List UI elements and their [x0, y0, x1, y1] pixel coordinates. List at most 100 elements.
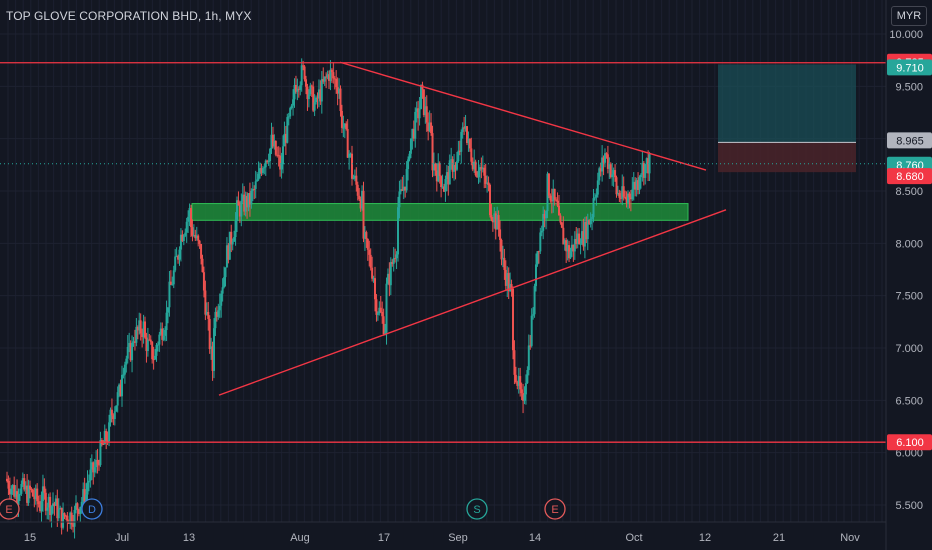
- x-tick-label: 21: [773, 532, 785, 544]
- candle-body: [499, 229, 502, 240]
- candle-body: [80, 501, 83, 507]
- candle-body: [223, 277, 226, 288]
- candle-body: [427, 122, 430, 132]
- candle-body: [464, 126, 467, 129]
- candle-body: [530, 315, 533, 346]
- candle-body: [149, 339, 152, 342]
- candle-body: [63, 513, 66, 516]
- candle-body: [60, 507, 63, 528]
- candle-body: [605, 153, 608, 155]
- candle-body: [540, 230, 543, 233]
- candle-body: [77, 509, 80, 514]
- price-label: 8.680: [896, 171, 924, 183]
- candle-body: [11, 485, 14, 489]
- candle-body: [575, 239, 578, 244]
- candle-body: [572, 244, 575, 252]
- candle-body: [618, 193, 621, 198]
- candle-body: [217, 310, 220, 317]
- candle-body: [62, 513, 65, 528]
- candle-body: [585, 221, 588, 240]
- candle-body: [563, 240, 566, 245]
- candle-body: [41, 486, 44, 502]
- candle-body: [109, 409, 112, 423]
- candle-body: [451, 159, 454, 172]
- candle-body: [616, 193, 619, 195]
- candle-body: [576, 233, 579, 244]
- x-tick-label: 14: [529, 532, 541, 544]
- candle-body: [522, 393, 525, 401]
- price-label-bg: [887, 132, 932, 149]
- candle-body: [102, 444, 105, 446]
- candle-body: [87, 480, 90, 483]
- candle-body: [644, 164, 647, 178]
- candle-body: [205, 311, 208, 315]
- candle-body: [90, 462, 93, 470]
- support-zone[interactable]: [191, 203, 689, 221]
- candle-body: [220, 293, 223, 306]
- candle-body: [539, 232, 542, 252]
- candle-body: [165, 312, 168, 331]
- candle-body: [18, 493, 21, 495]
- candle-body: [136, 326, 139, 331]
- currency-badge[interactable]: MYR: [891, 6, 927, 26]
- event-marker-earnings: [544, 498, 566, 520]
- candle-body: [240, 200, 243, 217]
- candle-body: [36, 488, 39, 502]
- zones-layer: [191, 64, 856, 221]
- candle-body: [425, 106, 428, 123]
- candle-body: [271, 134, 274, 147]
- candle-body: [201, 258, 204, 273]
- y-tick-label: 7.500: [895, 291, 923, 303]
- candle-body: [386, 273, 389, 284]
- candle-body: [118, 384, 121, 393]
- y-axis[interactable]: 5.5006.0006.5007.0007.5008.0008.5009.000…: [885, 0, 923, 550]
- candle-body: [256, 179, 259, 182]
- candle-body: [570, 244, 573, 252]
- x-tick-label: Aug: [290, 532, 310, 544]
- candle-body: [218, 305, 221, 311]
- candle-body: [207, 311, 210, 319]
- candle-body: [188, 207, 191, 217]
- candle-body: [47, 496, 50, 508]
- candle-body: [343, 123, 346, 128]
- candle-body: [125, 358, 128, 365]
- candle-body: [578, 233, 581, 245]
- candle-body: [247, 193, 250, 208]
- candle-body: [549, 195, 552, 201]
- candle-body: [543, 213, 546, 219]
- candle-body: [253, 188, 256, 190]
- candle-body: [389, 262, 392, 286]
- candle-body: [305, 79, 307, 87]
- candle-body: [448, 160, 451, 185]
- candle-body: [504, 269, 507, 286]
- candle-body: [545, 211, 548, 219]
- candle-body: [89, 469, 92, 481]
- candle-body: [332, 72, 335, 79]
- candle-body: [546, 173, 549, 212]
- candle-body: [494, 213, 497, 230]
- candle-body: [152, 359, 155, 361]
- candle-body: [468, 138, 471, 149]
- candle-body: [599, 168, 602, 172]
- x-tick-label: Nov: [840, 532, 860, 544]
- candle-body: [627, 193, 629, 203]
- candle-body: [66, 515, 69, 522]
- candle-body: [112, 415, 115, 420]
- candle-body: [204, 290, 207, 315]
- candle-body: [480, 167, 483, 170]
- event-marker-letter: E: [5, 504, 12, 516]
- candle-body: [6, 478, 8, 482]
- candle-body: [106, 440, 109, 442]
- candle-body: [438, 163, 441, 177]
- candle-body: [537, 251, 540, 253]
- candle-body: [132, 341, 135, 343]
- target-zone[interactable]: [718, 64, 856, 143]
- candle-body: [273, 141, 276, 147]
- stop-zone[interactable]: [718, 142, 856, 173]
- candle-body: [248, 193, 251, 205]
- x-axis[interactable]: 15 Jul 13 Aug 17 Sep 14 Oct 12 21 Nov: [0, 521, 886, 544]
- candle-body: [164, 330, 167, 336]
- candle-body: [648, 154, 651, 174]
- candle-body: [191, 227, 194, 236]
